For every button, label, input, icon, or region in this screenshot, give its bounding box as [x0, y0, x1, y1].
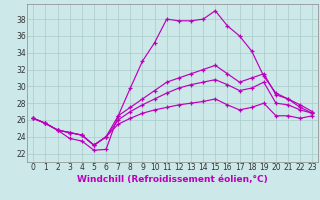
X-axis label: Windchill (Refroidissement éolien,°C): Windchill (Refroidissement éolien,°C) [77, 175, 268, 184]
